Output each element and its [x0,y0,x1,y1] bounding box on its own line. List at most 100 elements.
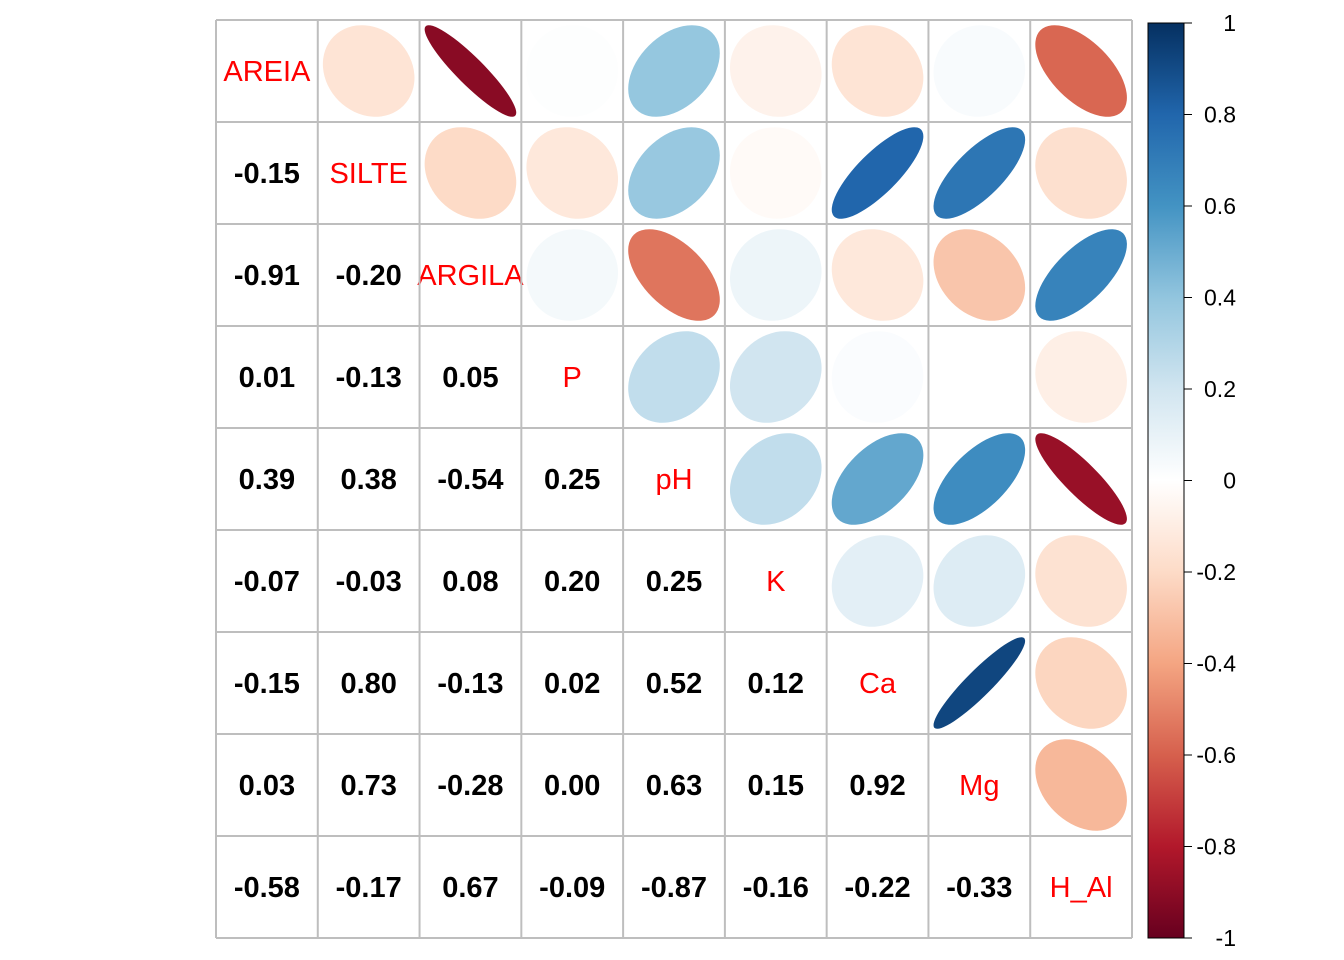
matrix-cell [216,632,318,734]
matrix-cell [623,428,725,530]
correlation-value: -0.16 [743,872,809,904]
colorbar-tick-label: 0.4 [1204,285,1236,311]
correlation-value: -0.15 [234,668,300,700]
correlation-value: 0.63 [646,770,702,802]
variable-label: ARGILA [417,260,524,292]
correlation-value: -0.09 [539,872,605,904]
correlation-ellipse [831,127,924,219]
correlation-ellipse [424,25,517,117]
correlation-ellipse [729,433,822,525]
correlation-value: 0.38 [340,464,396,496]
correlation-ellipse [933,25,1026,117]
variable-label: Ca [859,668,897,700]
correlation-value: -0.28 [437,770,503,802]
colorbar-tick-label: 1 [1223,10,1236,36]
variable-label: P [563,362,582,394]
correlation-value: 0.15 [748,770,804,802]
correlation-ellipse [729,229,822,321]
correlation-ellipse [1035,739,1127,831]
colorbar-gradient [1147,22,1185,939]
correlation-value: -0.87 [641,872,707,904]
matrix-cell [317,836,420,938]
matrix-cell [419,428,522,530]
colorbar-tick-label: 0.2 [1204,376,1236,402]
correlation-value: 0.12 [748,668,804,700]
matrix-cell [928,836,1031,938]
correlation-ellipse [831,433,924,525]
correlation-value: 0.08 [442,566,498,598]
correlation-ellipse [729,127,822,219]
correlation-ellipse [831,25,924,117]
matrix-cell [724,632,827,734]
correlation-value: 0.25 [646,566,702,598]
correlation-value: -0.22 [845,872,911,904]
matrix-cell [928,734,1031,836]
variable-label: K [766,566,786,598]
correlation-value: -0.91 [234,260,300,292]
matrix-cell [826,632,929,734]
matrix-cell [216,530,318,632]
correlation-ellipse [1035,331,1127,423]
correlation-ellipse [933,637,1026,729]
matrix-cell [724,734,827,836]
colorbar-tick-label: -0.8 [1196,834,1236,860]
correlation-ellipse [1035,433,1127,525]
correlation-value: 0.39 [239,464,295,496]
correlation-value: 0.05 [442,362,498,394]
variable-label: AREIA [223,56,311,88]
correlation-value: -0.07 [234,566,300,598]
correlation-value: -0.33 [946,872,1012,904]
matrix-cell [623,530,725,632]
correlation-value: 0.73 [340,770,396,802]
correlation-ellipse [1035,535,1127,627]
colorbar-tick-label: -0.6 [1196,742,1236,768]
variable-label: H_Al [1050,872,1113,904]
correlation-ellipse [933,535,1026,627]
colorbar-tick-label: 0.8 [1204,102,1236,128]
matrix-grid [215,19,1133,939]
correlation-value: 0.67 [442,872,498,904]
correlation-ellipse [628,229,720,321]
matrix-cell [419,224,522,326]
correlation-ellipse [1035,637,1127,729]
correlation-ellipse [831,229,924,321]
correlation-value: 0.25 [544,464,600,496]
matrix-cell [216,224,318,326]
matrix-cell [623,836,725,938]
correlation-value: -0.17 [336,872,402,904]
matrix-cell [521,530,624,632]
colorbar: 1 0.8 0.6 0.4 0.2 0 -0.2 -0.4 -0.6 -0.8 -1 [1147,10,1236,951]
correlation-value: -0.15 [234,158,300,190]
correlation-value: -0.54 [437,464,503,496]
correlation-value: -0.13 [336,362,402,394]
correlation-ellipse [831,535,924,627]
matrix-cell [317,122,420,224]
matrix-cell [216,20,318,122]
correlation-ellipse [628,331,720,423]
variable-label: pH [655,464,692,496]
matrix-cell [216,734,318,836]
matrix-cell [419,734,522,836]
correlation-value: 0.92 [849,770,905,802]
correlation-ellipse [526,127,619,219]
correlation-ellipse [628,127,720,219]
matrix-cell [724,530,827,632]
matrix-cell [317,428,420,530]
matrix-cell [216,122,318,224]
matrix-cell [521,428,624,530]
correlation-ellipse [628,25,720,117]
correlation-ellipse [1035,127,1127,219]
matrix-cell [317,530,420,632]
matrix-marks: AREIA -0.15 SILTE -0.91 -0.20 ARGILA 0.01 -0.13… [223,25,1127,904]
correlation-value: 0.20 [544,566,600,598]
colorbar-tick-label: 0 [1223,468,1236,494]
matrix-cell [419,326,522,428]
matrix-cell [216,326,318,428]
matrix-cell [317,632,420,734]
correlation-ellipse [933,433,1026,525]
correlation-ellipse [933,331,1026,423]
matrix-cell [419,632,522,734]
matrix-cell [724,836,827,938]
correlation-ellipse [1035,25,1127,117]
correlation-ellipse [729,331,822,423]
